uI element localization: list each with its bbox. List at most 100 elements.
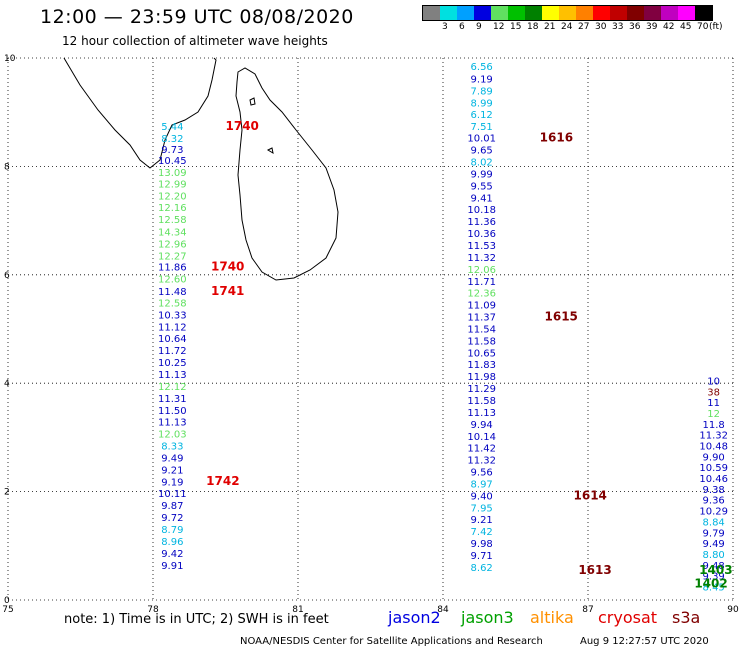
coastline [63,57,339,281]
scale-value: 21 [544,22,556,32]
wave-height-value: 11.42 [467,444,496,455]
wave-height-value: 10.45 [158,156,187,167]
color-swatch [695,6,712,20]
lon-tick-label: 75 [2,605,13,615]
wave-height-value: 9.41 [471,193,493,204]
pass-time-label: 1613 [578,563,611,577]
wave-height-value: 7.89 [471,87,493,98]
wave-height-value: 11.32 [467,253,496,264]
wave-height-value: 9.48 [703,561,725,572]
wave-height-value: 11.37 [467,313,496,324]
lon-tick-label: 78 [147,605,159,615]
wave-height-value: 10.64 [158,334,187,345]
page-title: 12:00 — 23:59 UTC 08/08/2020 [40,6,354,28]
island-outline [266,147,274,155]
axis-tick-labels: 75 78 81 84 87 90 0 2 4 6 8 10 [2,54,739,615]
lat-tick-label: 2 [4,488,10,498]
satellite-jason2: jason2 [388,608,441,627]
wave-height-value: 11.58 [467,336,496,347]
pass-time-label: 1740 [211,260,244,274]
wave-height-value: 9.42 [161,549,183,560]
wave-height-value: 12.20 [158,192,187,203]
pass-time-label: 1742 [206,474,239,488]
page-subtitle: 12 hour collection of altimeter wave hei… [62,34,328,48]
wave-height-value: 9.49 [161,453,183,464]
wave-height-value: 11.29 [467,384,496,395]
wave-height-value: 8.02 [471,158,493,169]
footer-credit: NOAA/NESDIS Center for Satellite Applica… [240,636,543,647]
wave-height-value: 11.09 [467,301,496,312]
wave-height-value: 9.36 [703,496,725,507]
wave-height-value: 12.12 [158,382,187,393]
wave-height-value: 9.99 [471,169,493,180]
wave-height-value: 11.98 [467,372,496,383]
wave-height-value: 12.06 [467,265,496,276]
wave-height-value: 12.58 [158,298,187,309]
wave-height-value: 9.73 [161,145,183,156]
color-swatch [474,6,491,20]
wave-height-value: 11.53 [467,241,496,252]
wave-height-value: 11.54 [467,324,496,335]
wave-height-value: 12.58 [158,215,187,226]
color-swatch [457,6,474,20]
wave-height-value: 9.98 [471,539,493,550]
wave-height-value: 11.32 [699,431,728,442]
wave-height-value: 9.87 [161,501,183,512]
wave-height-values: 5.448.329.7310.4513.0912.9912.2012.1612.… [158,62,728,593]
wave-height-value: 10.11 [158,489,187,500]
wave-height-value: 9.19 [161,477,183,488]
lat-tick-label: 10 [4,54,16,64]
color-swatch [440,6,457,20]
wave-height-value: 7.42 [471,527,493,538]
wave-height-value: 9.40 [471,491,493,502]
color-swatch [491,6,508,20]
wave-height-value: 9.72 [161,513,183,524]
lat-tick-label: 0 [4,596,10,606]
wave-height-value: 9.21 [161,465,183,476]
wave-height-value: 8.80 [703,550,725,561]
wave-height-value: 10.01 [467,134,496,145]
wave-height-value: 14.34 [158,227,187,238]
scale-value: 36 [629,22,641,32]
wave-height-value: 11.72 [158,346,187,357]
scale-value: 39 [646,22,658,32]
sri-lanka-coastline [235,67,339,281]
wave-height-value: 10.65 [467,348,496,359]
pass-time-label: 1403 [699,563,732,577]
color-swatch [576,6,593,20]
wave-height-value: 10.25 [158,358,187,369]
wave-height-value: 12.03 [158,430,187,441]
wave-height-value: 8.97 [471,479,493,490]
wave-height-value: 11.86 [158,263,187,274]
lat-lon-grid [7,57,734,601]
satellite-jason3: jason3 [461,608,514,627]
wave-height-value: 8.62 [471,563,493,574]
satellite-s3a: s3a [672,608,701,627]
wave-height-value: 10.46 [699,474,728,485]
color-swatch [644,6,661,20]
wave-height-value: 11.32 [467,456,496,467]
units-note: note: 1) Time is in UTC; 2) SWH is in fe… [64,612,329,627]
wave-height-value: 11.8 [703,420,725,431]
wave-height-value: 8.96 [161,537,183,548]
wave-height-value: 8.32 [161,134,183,145]
india-coastline [63,57,217,169]
wave-height-value: 10.33 [158,310,187,321]
wave-height-value: 11.71 [467,277,496,288]
wave-height-value: 12 [707,409,720,420]
wave-height-value: 38 [707,387,720,398]
wave-height-value: 12.99 [158,180,187,191]
color-scale-legend [422,5,713,21]
color-swatch [525,6,542,20]
wave-height-value: 9.94 [471,420,493,431]
pass-time-label: 1616 [540,131,573,145]
color-swatch [610,6,627,20]
wave-height-value: 8.45 [703,582,725,593]
wave-height-value: 12.27 [158,251,187,262]
wave-height-value: 9.55 [471,181,493,192]
scale-value: 45 [680,22,692,32]
lon-tick-label: 90 [727,605,739,615]
scale-value: 3 [442,22,448,32]
